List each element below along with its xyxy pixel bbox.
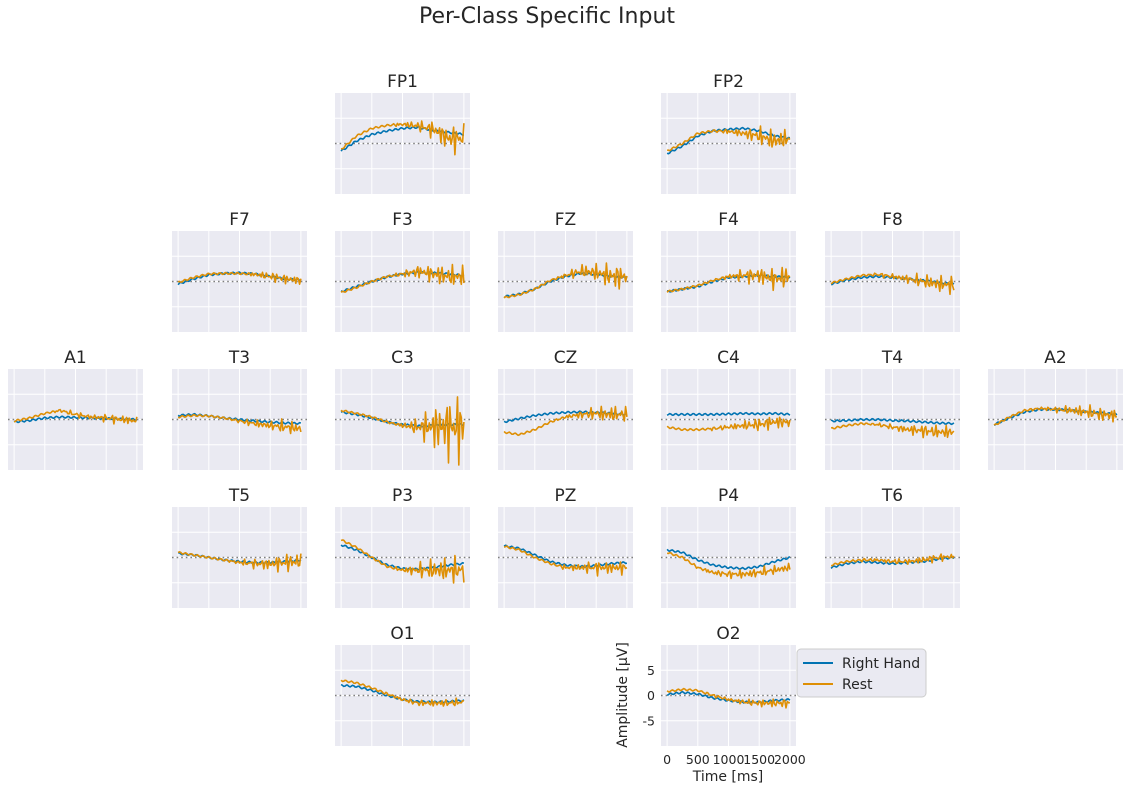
panel-t4: T4 bbox=[825, 348, 960, 470]
panel-cz: CZ bbox=[498, 348, 633, 470]
panel-title-t5: T5 bbox=[228, 486, 250, 506]
panel-title-o2: O2 bbox=[716, 624, 740, 644]
panel-title-pz: PZ bbox=[555, 486, 577, 506]
panel-title-cz: CZ bbox=[554, 348, 578, 368]
y-tick-label: -5 bbox=[643, 713, 655, 728]
panel-title-o1: O1 bbox=[390, 624, 414, 644]
panel-title-a1: A1 bbox=[64, 348, 86, 368]
panel-t5: T5 bbox=[172, 486, 307, 608]
y-tick-label: 0 bbox=[647, 688, 655, 703]
y-axis-label: Amplitude [µV] bbox=[615, 642, 631, 748]
panel-pz: PZ bbox=[498, 486, 633, 608]
x-tick-label: 1500 bbox=[743, 752, 775, 767]
series-rest-a1 bbox=[13, 408, 138, 425]
panel-f3: F3 bbox=[335, 210, 470, 332]
x-tick-label: 1000 bbox=[713, 752, 745, 767]
panel-title-p3: P3 bbox=[392, 486, 413, 506]
panel-f8: F8 bbox=[825, 210, 960, 332]
series-right-hand-f4 bbox=[667, 274, 791, 293]
series-rest-fp2 bbox=[667, 125, 791, 152]
panel-a2: A2 bbox=[988, 348, 1123, 470]
series-right-hand-c4 bbox=[666, 411, 791, 417]
panel-o1: O1 bbox=[335, 624, 470, 746]
legend-label-right-hand: Right Hand bbox=[842, 656, 920, 672]
panel-title-fz: FZ bbox=[555, 210, 576, 230]
series-rest-fp1 bbox=[341, 120, 465, 156]
series-rest-f8 bbox=[830, 272, 955, 296]
series-rest-o1 bbox=[340, 679, 465, 707]
series-rest-t4 bbox=[831, 422, 955, 439]
panel-title-t3: T3 bbox=[228, 348, 250, 368]
legend: Right Hand Rest bbox=[796, 648, 927, 698]
series-rest-cz bbox=[503, 405, 628, 437]
series-rest-f7 bbox=[177, 271, 302, 285]
series-rest-o2 bbox=[666, 687, 791, 709]
panel-p3: P3 bbox=[335, 486, 470, 608]
x-tick-label: 0 bbox=[663, 752, 671, 767]
panel-fz: FZ bbox=[498, 210, 633, 332]
series-rest-t3 bbox=[177, 413, 302, 435]
y-tick-label: 5 bbox=[647, 663, 655, 678]
panel-title-t4: T4 bbox=[881, 348, 903, 368]
x-tick-label: 2000 bbox=[774, 752, 806, 767]
series-rest-c3 bbox=[340, 396, 465, 466]
legend-label-rest: Rest bbox=[842, 677, 873, 693]
panel-title-f4: F4 bbox=[718, 210, 739, 230]
series-right-hand-p4 bbox=[666, 548, 791, 571]
panel-title-fp1: FP1 bbox=[387, 72, 418, 92]
panel-fp1: FP1 bbox=[335, 72, 470, 194]
panel-a1: A1 bbox=[8, 348, 143, 470]
x-axis-label: Time [ms] bbox=[692, 769, 764, 785]
panel-title-f8: F8 bbox=[882, 210, 903, 230]
series-rest-f4 bbox=[666, 266, 791, 293]
series-rest-t5 bbox=[177, 551, 302, 573]
panel-title-c3: C3 bbox=[391, 348, 414, 368]
panel-title-a2: A2 bbox=[1044, 348, 1066, 368]
series-rest-fz bbox=[503, 262, 628, 299]
series-rest-pz bbox=[503, 545, 628, 577]
series-rest-t6 bbox=[830, 553, 955, 567]
x-tick-label: 500 bbox=[686, 752, 710, 767]
channel-panels: FP1 FP2 F7 F3 FZ F4 F8 A1 T3 C3 CZ C4 T4 A2 T5 P3 PZ P4 T6… bbox=[8, 72, 1123, 767]
series-rest-c4 bbox=[666, 416, 791, 432]
panel-fp2: FP2 bbox=[661, 72, 796, 194]
figure-title: Per-Class Specific Input bbox=[419, 4, 675, 29]
panel-title-f7: F7 bbox=[229, 210, 250, 230]
panel-t6: T6 bbox=[825, 486, 960, 608]
panel-f7: F7 bbox=[172, 210, 307, 332]
series-rest-p3 bbox=[340, 539, 465, 584]
panel-title-f3: F3 bbox=[392, 210, 413, 230]
series-right-hand-t4 bbox=[830, 417, 955, 426]
o2-axis-annotations: Amplitude [µV] Time [ms] bbox=[615, 642, 763, 785]
series-rest-f3 bbox=[340, 263, 465, 294]
panel-p4: P4 bbox=[661, 486, 796, 608]
panel-t3: T3 bbox=[172, 348, 307, 470]
panel-title-c4: C4 bbox=[717, 348, 740, 368]
series-rest-a2 bbox=[993, 404, 1117, 426]
panel-c4: C4 bbox=[661, 348, 796, 470]
panel-title-fp2: FP2 bbox=[713, 72, 744, 92]
series-rest-p4 bbox=[667, 551, 791, 580]
panel-title-p4: P4 bbox=[718, 486, 739, 506]
panel-c3: C3 bbox=[335, 348, 470, 470]
panel-f4: F4 bbox=[661, 210, 796, 332]
panel-title-t6: T6 bbox=[881, 486, 903, 506]
